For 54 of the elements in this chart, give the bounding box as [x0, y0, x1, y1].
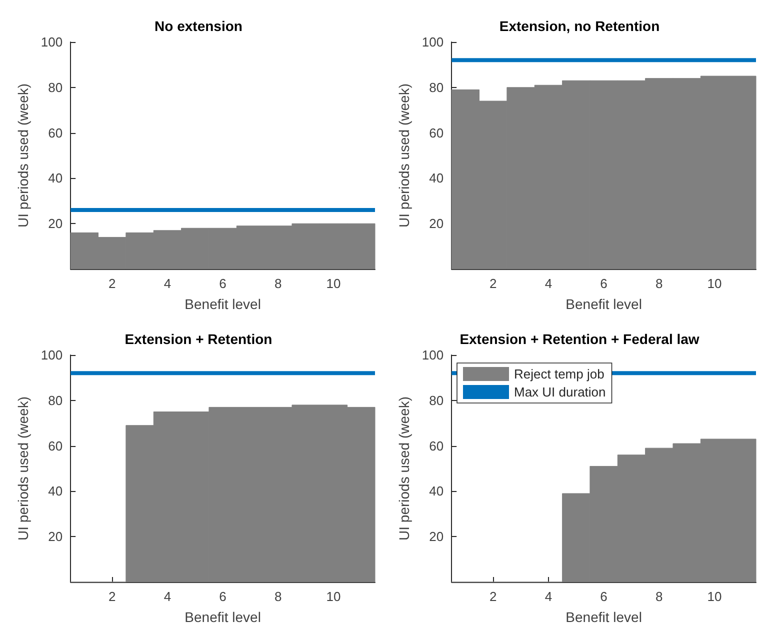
x-tick-label: 2: [108, 589, 116, 604]
y-tick-label: 80: [429, 392, 444, 408]
y-tick-label: 40: [429, 170, 444, 186]
y-tick-label: 100: [422, 34, 444, 50]
legend-label: Reject temp job: [514, 366, 604, 382]
y-axis-title: UI periods used (week): [396, 84, 412, 228]
y-tick-label: 60: [429, 125, 444, 140]
y-tick-label: 40: [429, 484, 444, 499]
y-axis-title: UI periods used (week): [15, 396, 31, 540]
y-tick-label: 60: [48, 438, 63, 454]
y-tick-label: 60: [429, 438, 444, 454]
legend-label: Max UI duration: [514, 384, 606, 400]
y-tick-label: 40: [48, 484, 63, 499]
x-tick-label: 2: [108, 276, 116, 291]
x-tick-label: 6: [219, 589, 226, 604]
y-axis-title: UI periods used (week): [396, 396, 412, 540]
chart-title: Extension + Retention: [124, 331, 272, 347]
y-tick-label: 100: [40, 34, 63, 50]
x-tick-label: 4: [544, 276, 552, 291]
y-tick-label: 80: [429, 80, 444, 95]
y-tick-label: 80: [48, 392, 63, 408]
x-axis-title: Benefit level: [566, 296, 642, 312]
x-tick-label: 10: [707, 276, 722, 291]
x-tick-label: 4: [544, 589, 552, 604]
y-axis-title: UI periods used (week): [15, 84, 31, 228]
x-tick-label: 10: [707, 589, 722, 604]
chart-title: Extension, no Retention: [499, 18, 660, 34]
y-tick-label: 100: [422, 348, 444, 362]
y-tick-label: 20: [429, 216, 444, 232]
x-tick-label: 6: [600, 276, 608, 291]
x-axis-title: Benefit level: [566, 609, 642, 625]
chart-title: No extension: [154, 18, 242, 34]
x-tick-label: 2: [489, 589, 497, 604]
x-tick-label: 6: [600, 589, 608, 604]
x-tick-label: 6: [219, 276, 226, 291]
y-tick-label: 100: [40, 348, 63, 362]
x-tick-label: 2: [489, 276, 497, 291]
x-tick-label: 10: [326, 589, 341, 604]
chart-title: Extension + Retention + Federal law: [460, 331, 700, 347]
x-axis-title: Benefit level: [184, 296, 261, 312]
x-axis-title: Benefit level: [184, 609, 261, 625]
y-tick-label: 60: [48, 125, 63, 140]
x-tick-label: 8: [656, 589, 663, 604]
x-tick-label: 4: [164, 589, 172, 604]
x-tick-label: 4: [164, 276, 172, 291]
y-tick-label: 20: [48, 529, 63, 544]
x-tick-label: 10: [326, 276, 341, 291]
x-tick-label: 8: [274, 589, 282, 604]
x-tick-label: 8: [656, 276, 663, 291]
y-tick-label: 20: [429, 529, 444, 544]
y-tick-label: 80: [48, 80, 63, 95]
x-tick-label: 8: [274, 276, 282, 291]
y-tick-label: 20: [48, 216, 63, 232]
y-tick-label: 40: [48, 170, 63, 186]
